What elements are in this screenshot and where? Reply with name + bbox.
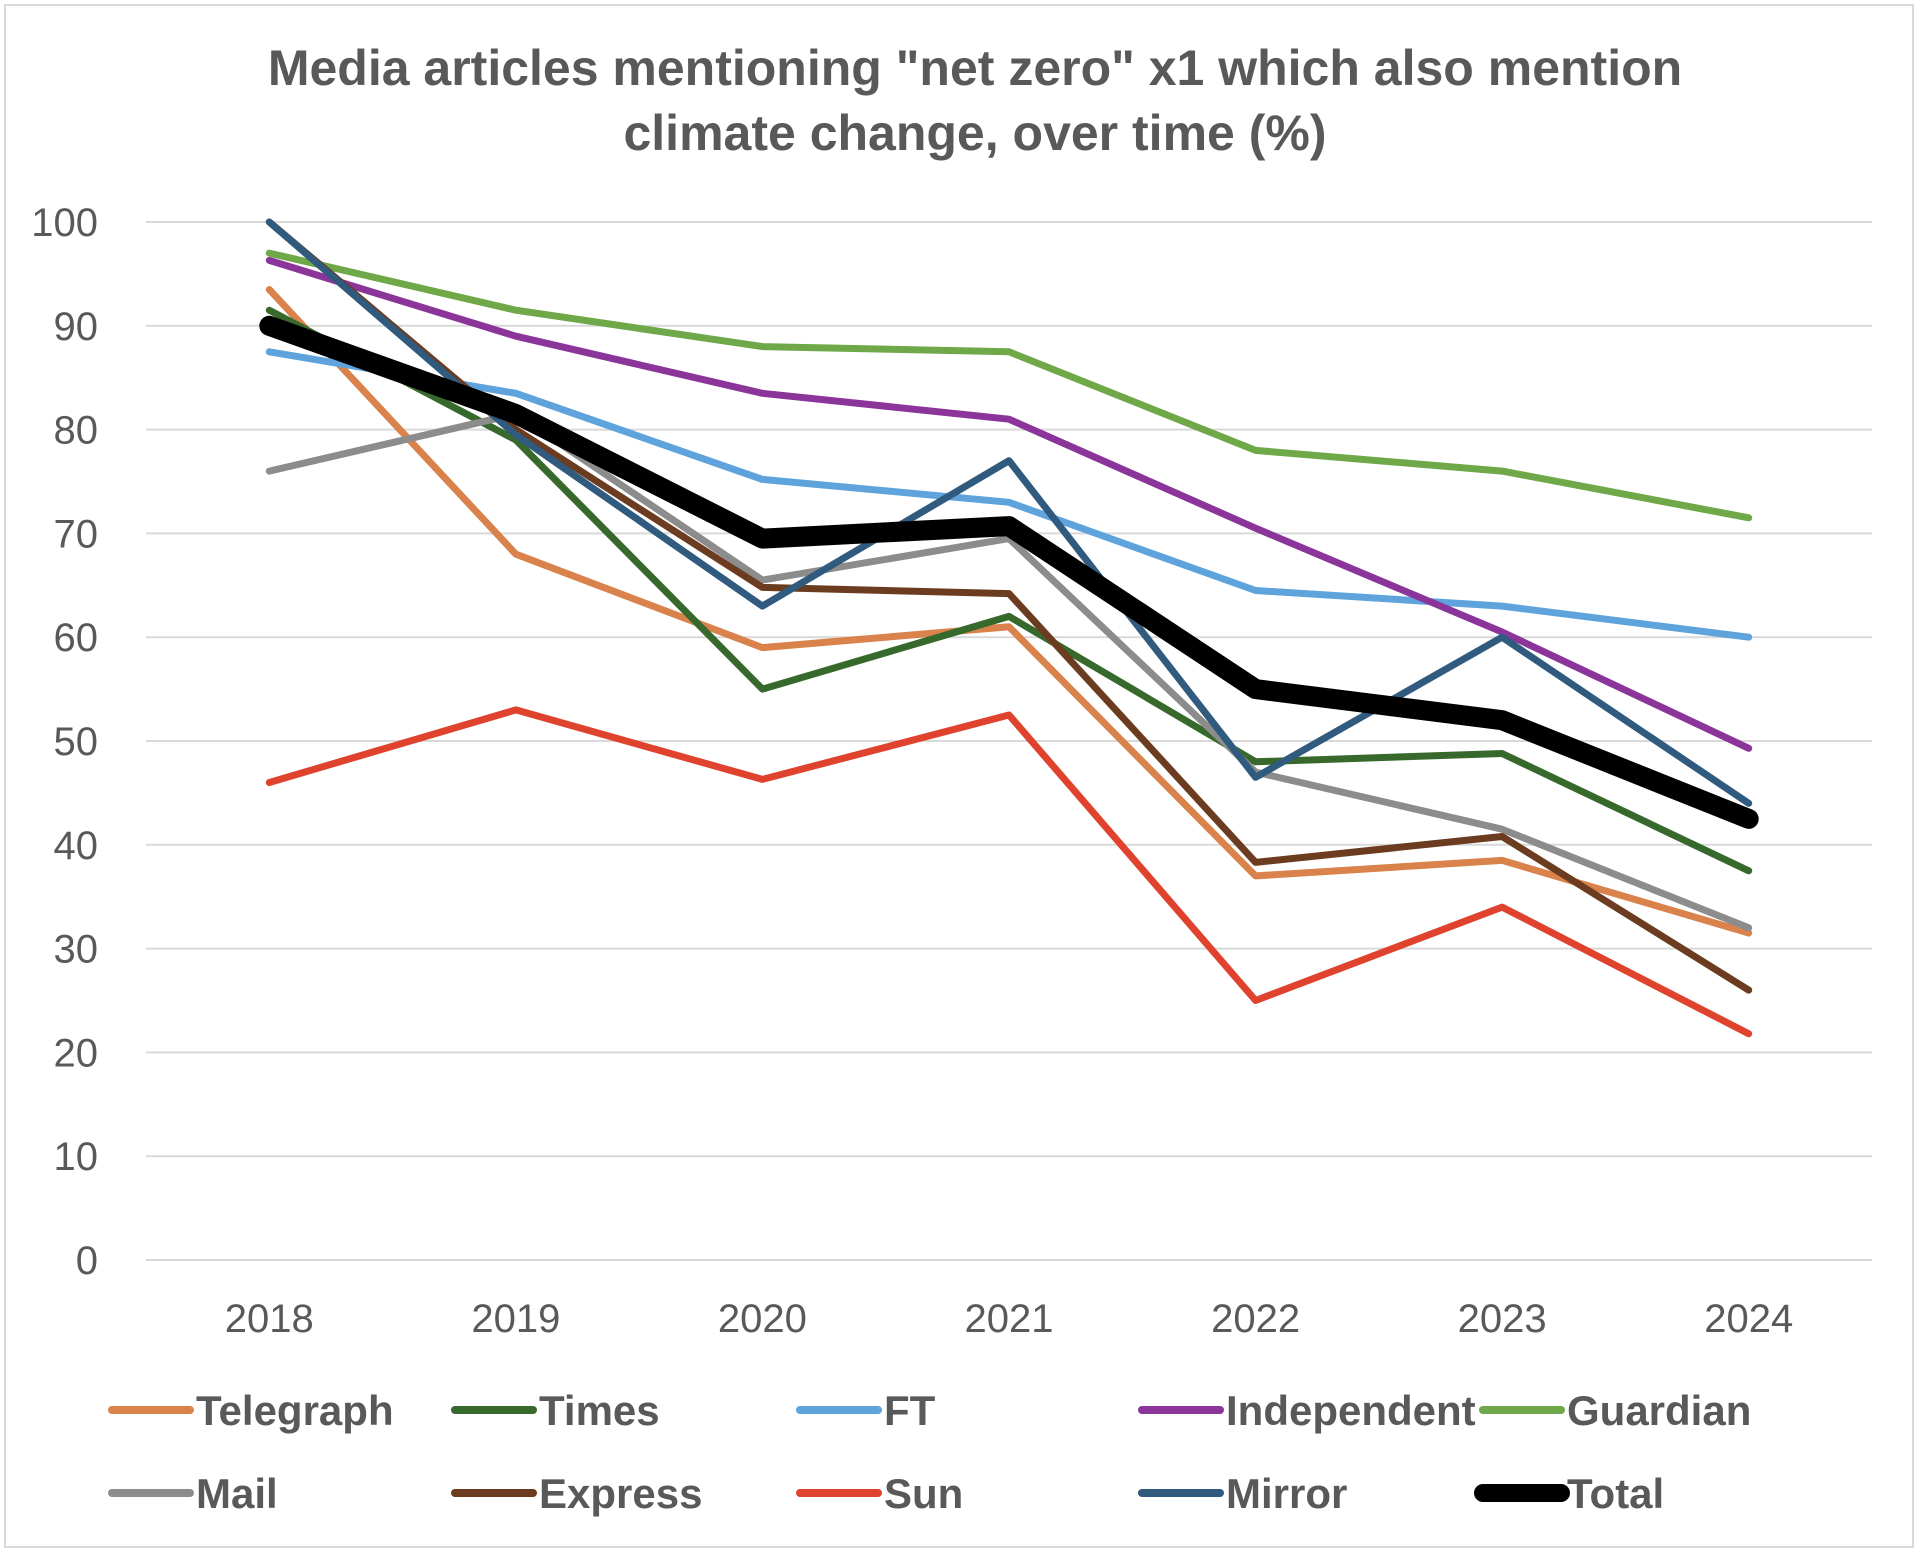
chart-frame <box>4 4 1914 1548</box>
series-line-times <box>265 306 1753 875</box>
series-line-mirror <box>265 218 1753 807</box>
legend-label: Times <box>539 1387 660 1434</box>
series-line-telegraph <box>265 286 1753 937</box>
y-tick-label: 10 <box>54 1135 99 1179</box>
legend-label: Mirror <box>1226 1470 1347 1517</box>
legend-label: Telegraph <box>196 1387 394 1434</box>
legend-item-telegraph: Telegraph <box>108 1387 394 1434</box>
legend-item-ft: FT <box>796 1387 936 1434</box>
legend-item-sun: Sun <box>796 1470 963 1517</box>
legend-item-mail: Mail <box>108 1470 278 1517</box>
x-tick-label: 2020 <box>718 1297 807 1341</box>
legend-label: Sun <box>884 1470 963 1517</box>
y-tick-label: 30 <box>54 928 99 972</box>
x-tick-label: 2021 <box>965 1297 1054 1341</box>
legend-item-times: Times <box>451 1387 660 1434</box>
chart-title-line-1: Media articles mentioning "net zero" x1 … <box>268 40 1682 96</box>
y-tick-label: 50 <box>54 720 99 764</box>
y-tick-label: 20 <box>54 1031 99 1075</box>
legend-item-independent: Independent <box>1138 1387 1476 1434</box>
legend-label: Total <box>1567 1470 1664 1517</box>
x-tick-label: 2023 <box>1458 1297 1547 1341</box>
legend-item-mirror: Mirror <box>1138 1470 1347 1517</box>
series-line-express <box>265 218 1753 994</box>
legend-item-guardian: Guardian <box>1479 1387 1751 1434</box>
chart-title-line-2: climate change, over time (%) <box>623 105 1326 161</box>
legend-item-total: Total <box>1474 1470 1664 1517</box>
y-tick-label: 40 <box>54 824 99 868</box>
legend-label: FT <box>884 1387 936 1434</box>
x-axis-ticks: 2018 2019 2020 2021 2022 2023 2024 <box>225 1297 1793 1341</box>
legend-item-express: Express <box>451 1470 702 1517</box>
y-tick-label: 60 <box>54 616 99 660</box>
legend-label: Express <box>539 1470 702 1517</box>
series-line-total <box>259 315 1759 829</box>
y-tick-label: 70 <box>54 512 99 556</box>
series-line-guardian <box>265 249 1753 522</box>
y-tick-label: 90 <box>54 305 99 349</box>
x-tick-label: 2019 <box>471 1297 560 1341</box>
legend-label: Guardian <box>1567 1387 1751 1434</box>
y-axis-ticks: 0 10 20 30 40 50 60 70 80 90 100 <box>31 201 98 1283</box>
legend: Telegraph Times FT Independent Guardian Mail E… <box>108 1387 1751 1517</box>
legend-label: Mail <box>196 1470 278 1517</box>
chart-title: Media articles mentioning "net zero" x1 … <box>268 40 1682 161</box>
legend-label: Independent <box>1226 1387 1476 1434</box>
x-tick-label: 2018 <box>225 1297 314 1341</box>
x-tick-label: 2022 <box>1211 1297 1300 1341</box>
x-tick-label: 2024 <box>1704 1297 1793 1341</box>
y-tick-label: 100 <box>31 201 98 245</box>
y-tick-label: 0 <box>76 1239 98 1283</box>
y-tick-label: 80 <box>54 409 99 453</box>
series-line-independent <box>265 256 1753 752</box>
series-line-sun <box>265 706 1753 1038</box>
series-line-ft <box>265 348 1753 641</box>
series-lines <box>259 218 1759 1038</box>
